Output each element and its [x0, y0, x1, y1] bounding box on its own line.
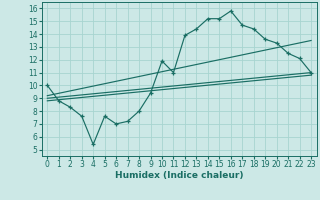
X-axis label: Humidex (Indice chaleur): Humidex (Indice chaleur) [115, 171, 244, 180]
